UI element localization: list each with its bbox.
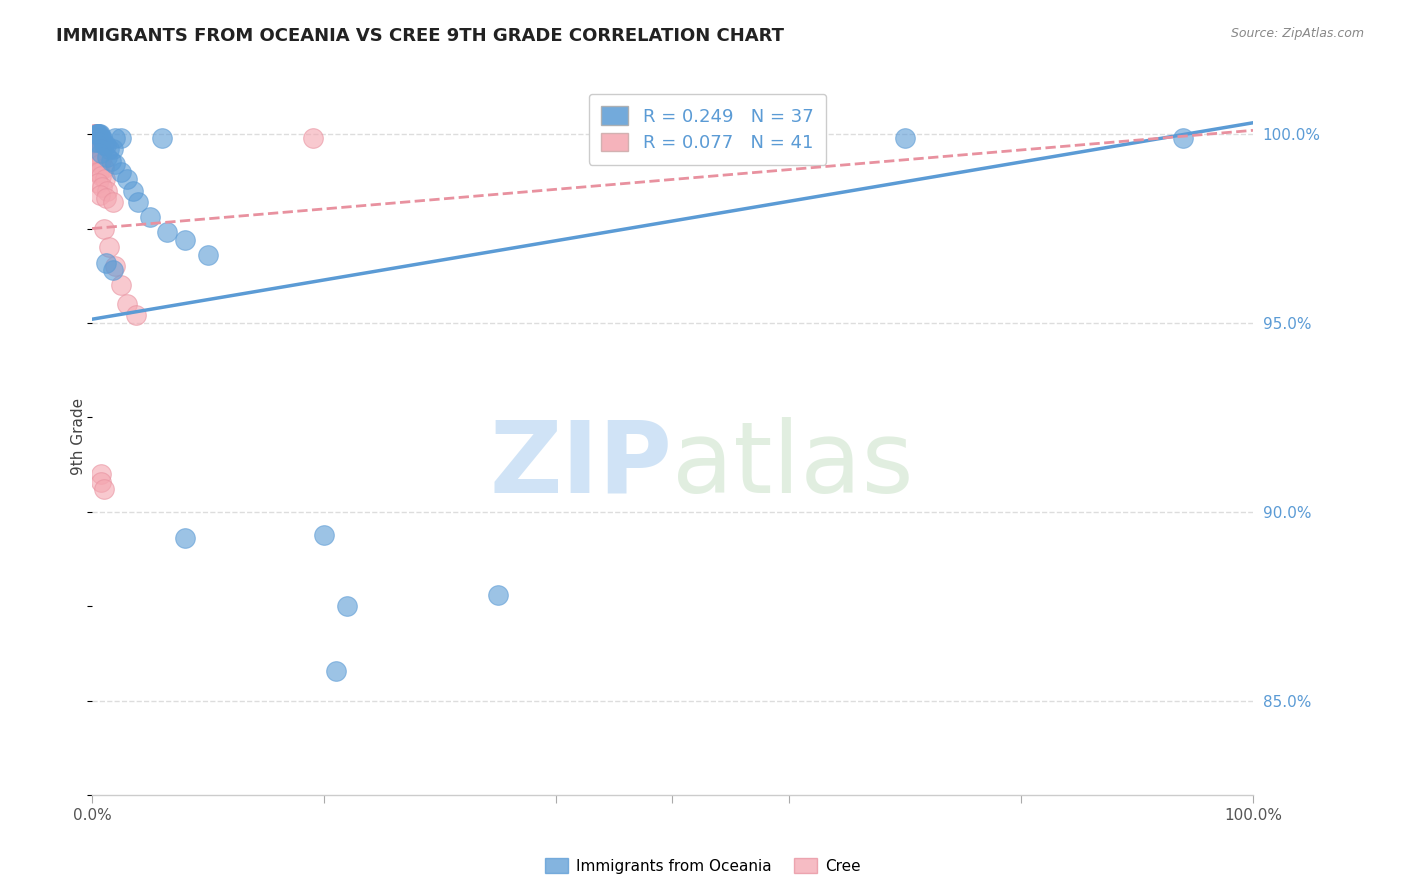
Point — [150, 131, 173, 145]
Point — [125, 309, 148, 323]
Point — [94, 138, 117, 153]
Point — [110, 165, 132, 179]
Point — [301, 131, 323, 145]
Point — [93, 221, 115, 235]
Point — [86, 127, 108, 141]
Point — [90, 142, 112, 156]
Point — [101, 195, 124, 210]
Point — [90, 169, 112, 183]
Point — [83, 135, 105, 149]
Point — [89, 127, 111, 141]
Point — [96, 150, 118, 164]
Point — [84, 127, 107, 141]
Point — [101, 263, 124, 277]
Point — [87, 131, 110, 145]
Point — [91, 150, 114, 164]
Point — [87, 146, 110, 161]
Point — [93, 172, 115, 186]
Point — [87, 135, 110, 149]
Point — [91, 131, 114, 145]
Point — [90, 475, 112, 489]
Point — [84, 138, 107, 153]
Point — [84, 153, 107, 168]
Point — [93, 138, 115, 153]
Point — [173, 233, 195, 247]
Point — [197, 248, 219, 262]
Point — [893, 131, 915, 145]
Point — [87, 138, 110, 153]
Point — [86, 135, 108, 149]
Text: atlas: atlas — [672, 417, 914, 514]
Point — [90, 467, 112, 482]
Point — [173, 532, 195, 546]
Point — [314, 527, 336, 541]
Point — [83, 127, 105, 141]
Legend: R = 0.249   N = 37, R = 0.077   N = 41: R = 0.249 N = 37, R = 0.077 N = 41 — [589, 94, 827, 165]
Point — [87, 165, 110, 179]
Point — [96, 184, 118, 198]
Point — [91, 180, 114, 194]
Point — [84, 131, 107, 145]
Point — [87, 127, 110, 141]
Point — [87, 135, 110, 149]
Point — [87, 153, 110, 168]
Point — [115, 297, 138, 311]
Point — [115, 172, 138, 186]
Point — [100, 153, 122, 168]
Point — [325, 664, 347, 678]
Point — [94, 191, 117, 205]
Point — [86, 127, 108, 141]
Point — [110, 278, 132, 293]
Point — [156, 225, 179, 239]
Point — [127, 195, 149, 210]
Point — [104, 260, 127, 274]
Point — [89, 142, 111, 156]
Point — [86, 127, 108, 141]
Point — [93, 161, 115, 175]
Point — [486, 588, 509, 602]
Text: IMMIGRANTS FROM OCEANIA VS CREE 9TH GRADE CORRELATION CHART: IMMIGRANTS FROM OCEANIA VS CREE 9TH GRAD… — [56, 27, 785, 45]
Point — [93, 482, 115, 496]
Point — [90, 131, 112, 145]
Point — [110, 131, 132, 145]
Point — [1173, 131, 1195, 145]
Point — [82, 138, 104, 153]
Point — [87, 176, 110, 190]
Point — [121, 184, 143, 198]
Point — [83, 146, 105, 161]
Text: Source: ZipAtlas.com: Source: ZipAtlas.com — [1230, 27, 1364, 40]
Point — [104, 157, 127, 171]
Y-axis label: 9th Grade: 9th Grade — [72, 398, 86, 475]
Point — [94, 255, 117, 269]
Point — [90, 146, 112, 161]
Point — [87, 127, 110, 141]
Point — [139, 211, 162, 225]
Point — [101, 142, 124, 156]
Point — [104, 131, 127, 145]
Point — [84, 135, 107, 149]
Point — [336, 599, 359, 614]
Point — [98, 240, 121, 254]
Text: ZIP: ZIP — [489, 417, 672, 514]
Point — [89, 157, 111, 171]
Point — [86, 146, 108, 161]
Point — [89, 187, 111, 202]
Point — [86, 165, 108, 179]
Point — [98, 142, 121, 156]
Legend: Immigrants from Oceania, Cree: Immigrants from Oceania, Cree — [540, 852, 866, 880]
